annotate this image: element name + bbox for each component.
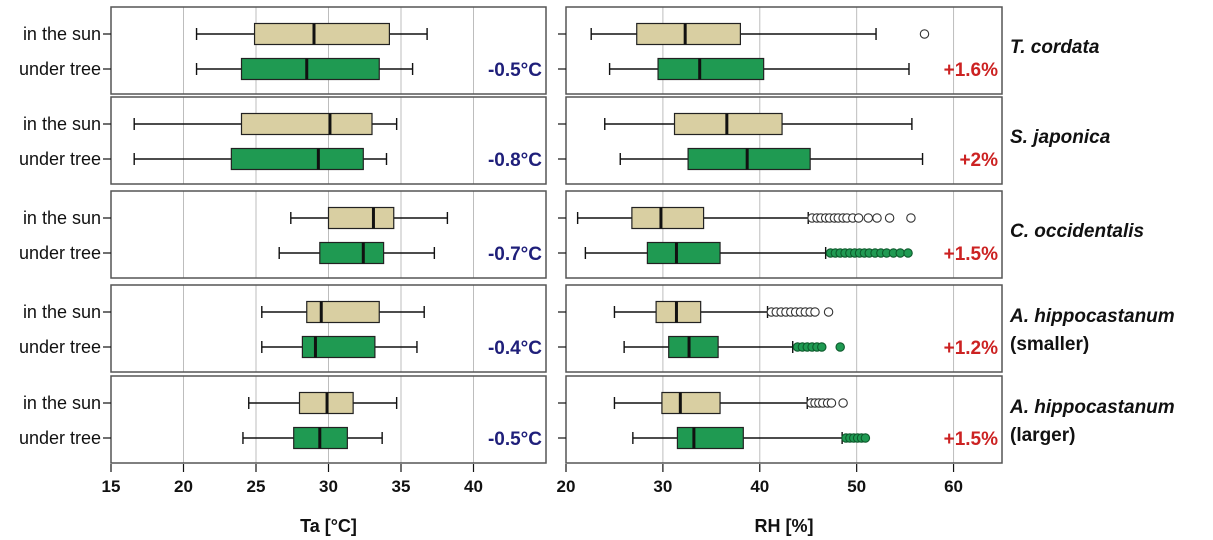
category-label-tree: under tree	[19, 243, 101, 263]
category-label-tree: under tree	[19, 428, 101, 448]
species-sublabel: (smaller)	[1010, 334, 1089, 355]
difference-label-rh: +1.5%	[944, 429, 999, 450]
category-label-sun: in the sun	[23, 302, 101, 322]
category-label-sun: in the sun	[23, 393, 101, 413]
box-sun	[327, 206, 395, 230]
outlier-point	[884, 213, 895, 223]
panel-frame-rh	[565, 6, 1003, 95]
x-tick-label-ta: 15	[102, 477, 121, 496]
outlier-point	[906, 213, 916, 223]
category-label-sun: in the sun	[23, 208, 101, 228]
box-sun	[306, 300, 380, 324]
box-sun	[631, 206, 705, 230]
panel-frames	[110, 6, 1003, 464]
x-tick-label-rh: 40	[750, 477, 769, 496]
x-tick-label-ta: 35	[392, 477, 411, 496]
box-tree	[687, 147, 811, 171]
species-label: T. cordata	[1010, 37, 1100, 58]
difference-label-rh: +1.5%	[944, 244, 999, 265]
x-tick-label-ta: 20	[174, 477, 193, 496]
difference-label-ta: -0.8°C	[488, 150, 542, 171]
panel-frame-ta	[110, 284, 547, 373]
panel-frame-rh	[565, 284, 1003, 373]
box-tree	[657, 57, 765, 81]
box-tree	[301, 335, 376, 359]
species-label: A. hippocastanum	[1009, 306, 1175, 327]
difference-label-ta: -0.5°C	[488, 429, 542, 450]
difference-label-rh: +2%	[959, 150, 998, 171]
species-label: A. hippocastanum	[1009, 397, 1175, 418]
species-label: S. japonica	[1010, 127, 1111, 148]
box-sun	[240, 112, 373, 136]
panel-frame-ta	[110, 96, 547, 185]
box-tree	[676, 426, 744, 450]
difference-label-ta: -0.4°C	[488, 338, 542, 359]
outlier-point	[872, 213, 882, 223]
panel-frame-rh	[565, 375, 1003, 464]
outlier-point	[895, 248, 906, 258]
panel-frame-ta	[110, 6, 547, 95]
box-tree	[646, 241, 721, 265]
outlier-point	[853, 213, 864, 223]
outlier-point	[817, 342, 827, 352]
x-tick-label-ta: 40	[464, 477, 483, 496]
x-tick-label-rh: 50	[847, 477, 866, 496]
category-label-tree: under tree	[19, 337, 101, 357]
box-tree	[668, 335, 719, 359]
difference-label-rh: +1.2%	[944, 338, 999, 359]
box-sun	[636, 22, 741, 46]
panel-frame-rh	[565, 190, 1003, 279]
outlier-point	[838, 398, 848, 408]
category-label-sun: in the sun	[23, 24, 101, 44]
difference-label-ta: -0.5°C	[488, 60, 542, 81]
x-tick-label-rh: 30	[653, 477, 672, 496]
panel-frame-ta	[110, 190, 547, 279]
box-tree	[240, 57, 380, 81]
box-sun	[661, 391, 721, 415]
panel-frame-rh	[565, 96, 1003, 185]
outlier-point	[919, 29, 930, 39]
label-layer: in the sun under tree -0.5°C in the sun unde…	[19, 24, 1175, 536]
x-axis-title-ta: Ta [°C]	[300, 516, 357, 536]
outlier-point	[826, 398, 837, 408]
difference-label-rh: +1.6%	[944, 60, 999, 81]
outlier-point	[810, 307, 820, 317]
x-axis-title-rh: RH [%]	[755, 516, 814, 536]
category-label-tree: under tree	[19, 149, 101, 169]
panel-frame-ta	[110, 375, 547, 464]
box-tree	[230, 147, 364, 171]
outlier-point	[835, 342, 845, 352]
box-sun	[655, 300, 702, 324]
box-layer	[133, 22, 930, 450]
outlier-point	[903, 248, 913, 258]
species-sublabel: (larger)	[1010, 425, 1075, 446]
x-tick-label-ta: 25	[247, 477, 266, 496]
box-sun	[253, 22, 391, 46]
outlier-point	[823, 307, 834, 317]
outlier-point	[863, 213, 874, 223]
category-label-tree: under tree	[19, 59, 101, 79]
x-tick-label-rh: 60	[944, 477, 963, 496]
outlier-point	[860, 433, 871, 443]
category-label-sun: in the sun	[23, 114, 101, 134]
box-tree	[319, 241, 385, 265]
difference-label-ta: -0.7°C	[488, 244, 542, 265]
x-tick-label-rh: 20	[557, 477, 576, 496]
x-tick-label-ta: 30	[319, 477, 338, 496]
species-label: C. occidentalis	[1010, 221, 1144, 242]
axis-ticks	[103, 33, 955, 472]
